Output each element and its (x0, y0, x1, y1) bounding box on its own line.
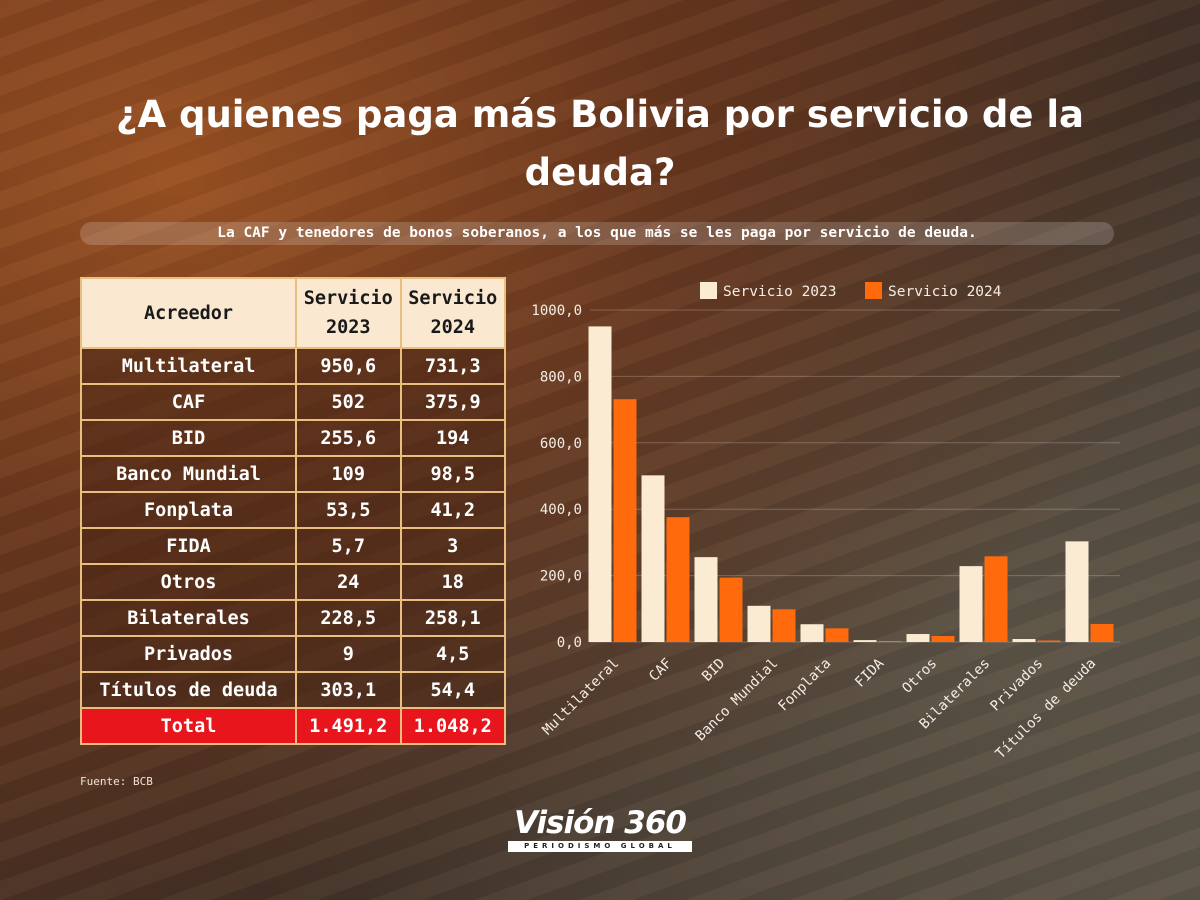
chart-legend: Servicio 2023 Servicio 2024 (700, 282, 1002, 300)
row-creditor: Banco Mundial (79, 455, 298, 493)
debt-service-table: Acreedor Servicio 2023 Servicio 2024 Mul… (79, 277, 506, 745)
row-value-2023: 950,6 (295, 347, 402, 385)
x-tick-label: Otros (899, 656, 940, 697)
table-total-row: Total 1.491,2 1.048,2 (79, 707, 506, 745)
source-note: Fuente: BCB (80, 775, 153, 788)
chart-bars (588, 326, 1114, 642)
row-value-2024: 375,9 (399, 383, 506, 421)
row-value-2023: 109 (295, 455, 402, 493)
x-tick-label: FIDA (852, 655, 888, 691)
total-value-2024: 1.048,2 (399, 707, 506, 745)
row-value-2024: 3 (399, 527, 506, 565)
bar-2023 (1065, 541, 1089, 642)
row-creditor: Otros (79, 563, 298, 601)
x-tick-label: Multilateral (539, 656, 622, 739)
table-row: Banco Mundial 109 98,5 (79, 455, 506, 493)
bar-2023 (641, 475, 665, 642)
table-row: Bilaterales 228,5 258,1 (79, 599, 506, 637)
row-value-2023: 53,5 (295, 491, 402, 529)
bar-2024 (772, 609, 796, 642)
y-tick-label: 200,0 (540, 569, 582, 585)
row-creditor: FIDA (79, 527, 298, 565)
total-label: Total (79, 707, 298, 745)
row-value-2023: 303,1 (295, 671, 402, 709)
bar-2023 (959, 566, 983, 642)
x-tick-label: Fonplata (775, 656, 834, 715)
row-value-2024: 258,1 (399, 599, 506, 637)
legend-label-2024: Servicio 2024 (888, 284, 1002, 300)
table-row: Otros 24 18 (79, 563, 506, 601)
bar-2024 (666, 517, 690, 642)
bar-2023 (747, 605, 771, 642)
table-row: Fonplata 53,5 41,2 (79, 491, 506, 529)
x-tick-label: Títulos de deuda (993, 656, 1100, 763)
row-value-2024: 98,5 (399, 455, 506, 493)
bar-chart: 0,0 200,0 400,0 600,0 800,0 1000,0 Multilater… (531, 282, 1120, 762)
bar-2024 (931, 636, 955, 642)
row-creditor: Fonplata (79, 491, 298, 529)
subtitle-banner: La CAF y tenedores de bonos soberanos, a… (80, 222, 1114, 245)
row-value-2024: 41,2 (399, 491, 506, 529)
table-row: FIDA 5,7 3 (79, 527, 506, 565)
legend-swatch-2023 (700, 282, 717, 299)
row-creditor: CAF (79, 383, 298, 421)
row-creditor: BID (79, 419, 298, 457)
row-value-2023: 228,5 (295, 599, 402, 637)
table-row: CAF 502 375,9 (79, 383, 506, 421)
row-value-2024: 194 (399, 419, 506, 457)
bar-2024 (878, 641, 902, 642)
bar-2023 (694, 557, 718, 642)
bar-2024 (1037, 640, 1061, 642)
table-header-row: Acreedor Servicio 2023 Servicio 2024 (79, 277, 506, 349)
bar-2024 (1090, 623, 1114, 642)
row-value-2024: 54,4 (399, 671, 506, 709)
page-title: ¿A quienes paga más Bolivia por servicio… (116, 93, 1084, 194)
row-value-2024: 731,3 (399, 347, 506, 385)
header-servicio-2024: Servicio 2024 (399, 277, 506, 349)
x-tick-label: BID (699, 656, 728, 685)
row-creditor: Multilateral (79, 347, 298, 385)
header-servicio-2023: Servicio 2023 (295, 277, 402, 349)
row-value-2023: 502 (295, 383, 402, 421)
row-creditor: Títulos de deuda (79, 671, 298, 709)
y-tick-label: 400,0 (540, 502, 582, 518)
y-tick-label: 800,0 (540, 369, 582, 385)
vision360-logo: Visión 360 PERIODISMO GLOBAL (505, 805, 695, 855)
bar-2023 (1012, 639, 1036, 642)
table-row: Títulos de deuda 303,1 54,4 (79, 671, 506, 709)
bar-2023 (906, 634, 930, 642)
row-value-2023: 24 (295, 563, 402, 601)
logo-wordmark: Visión 360 (513, 805, 687, 841)
bar-2024 (825, 628, 849, 642)
y-tick-label: 1000,0 (531, 303, 582, 319)
chart-y-ticks: 0,0 200,0 400,0 600,0 800,0 1000,0 (531, 303, 582, 651)
header-acreedor: Acreedor (79, 277, 298, 349)
legend-label-2023: Servicio 2023 (723, 284, 837, 300)
bar-2024 (613, 399, 637, 642)
row-value-2024: 18 (399, 563, 506, 601)
row-value-2023: 255,6 (295, 419, 402, 457)
legend-swatch-2024 (865, 282, 882, 299)
bar-2024 (984, 556, 1008, 642)
total-value-2023: 1.491,2 (295, 707, 402, 745)
bar-2023 (800, 624, 824, 642)
row-creditor: Privados (79, 635, 298, 673)
row-value-2023: 9 (295, 635, 402, 673)
logo-tagline: PERIODISMO GLOBAL (508, 841, 692, 852)
x-tick-label: CAF (646, 656, 675, 685)
row-value-2023: 5,7 (295, 527, 402, 565)
y-tick-label: 600,0 (540, 436, 582, 452)
bar-2024 (719, 577, 743, 642)
table-row: Privados 9 4,5 (79, 635, 506, 673)
table-row: Multilateral 950,6 731,3 (79, 347, 506, 385)
bar-2023 (588, 326, 612, 642)
y-tick-label: 0,0 (557, 635, 582, 651)
row-creditor: Bilaterales (79, 599, 298, 637)
table-row: BID 255,6 194 (79, 419, 506, 457)
row-value-2024: 4,5 (399, 635, 506, 673)
bar-2023 (853, 640, 877, 642)
